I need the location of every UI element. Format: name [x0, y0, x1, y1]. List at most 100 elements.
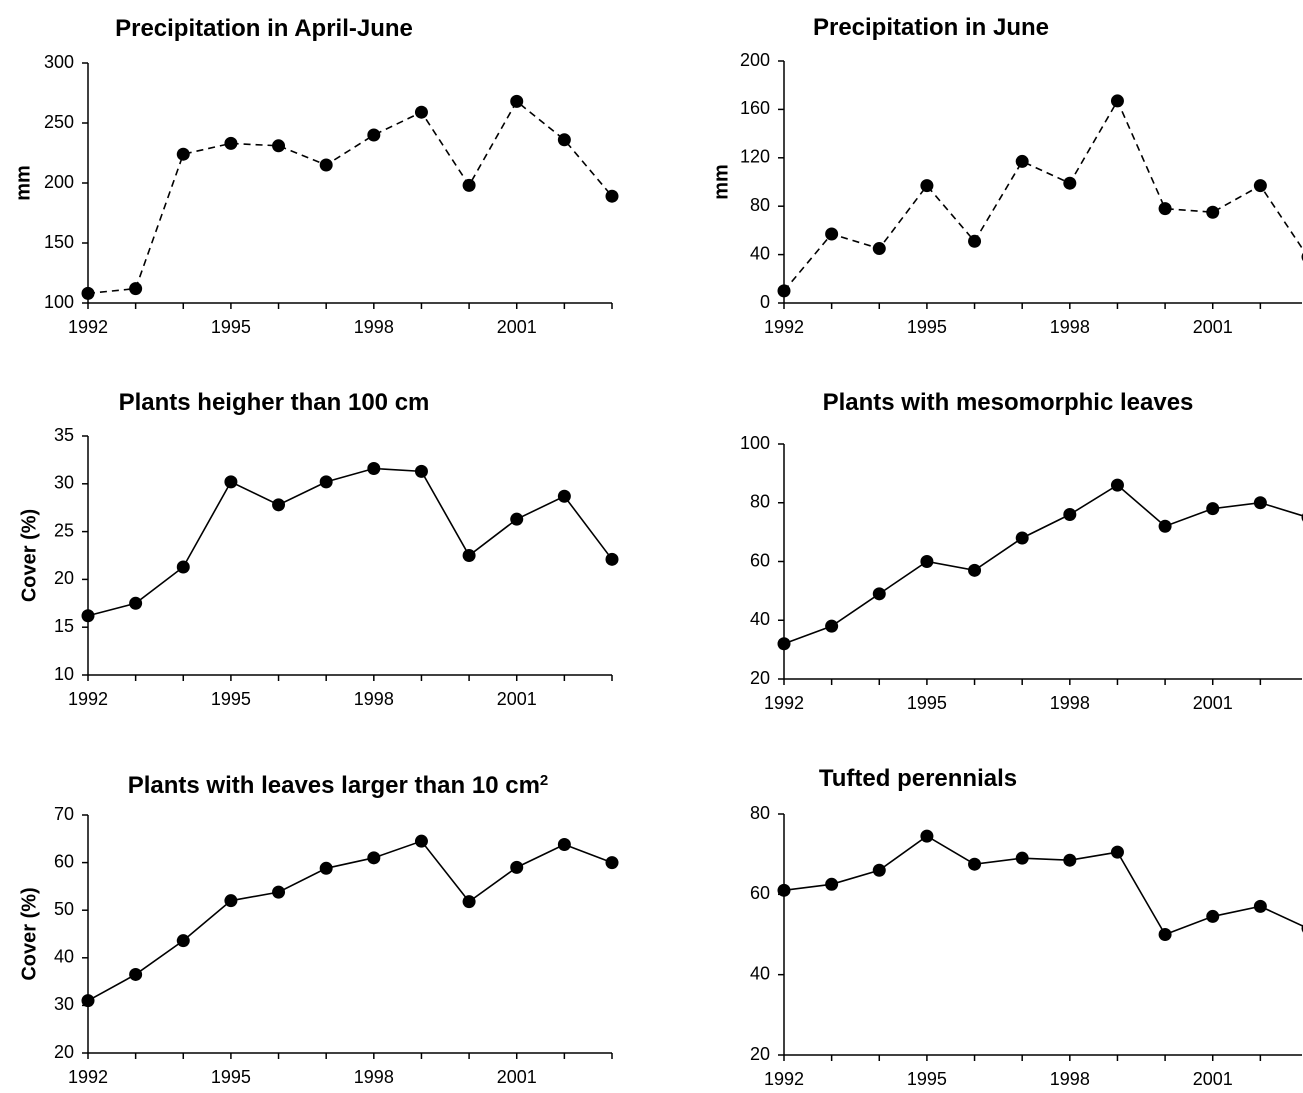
y-tick-label: 80 [750, 195, 770, 215]
x-tick-label: 1992 [764, 693, 804, 713]
chart-panel-2: Precipitation in June mm 0 40 80 120 160 200 199… [710, 14, 1303, 337]
data-point [176, 560, 190, 574]
chart-title: Precipitation in April-June [115, 15, 413, 42]
y-tick-label: 160 [740, 98, 770, 118]
series-line [87, 467, 613, 617]
data-point [777, 883, 791, 897]
y-tick-label: 30 [54, 994, 74, 1014]
data-point [777, 284, 791, 298]
y-tick-label: 120 [740, 147, 770, 167]
x-tick-label: 1995 [211, 689, 251, 709]
data-point [176, 147, 190, 161]
data-point [272, 498, 286, 512]
y-tick-label: 60 [54, 851, 74, 871]
x-tick-label: 1992 [764, 1069, 804, 1089]
y-tick-label: 50 [54, 899, 74, 919]
data-point [129, 596, 143, 610]
data-point [605, 856, 619, 870]
data-point [81, 286, 95, 300]
y-tick-label: 80 [750, 492, 770, 512]
data-point [1063, 853, 1077, 867]
chart-title: Tufted perennials [819, 765, 1017, 792]
series-line [783, 99, 1303, 292]
y-tick-label: 200 [740, 50, 770, 70]
y-tick-label: 40 [750, 963, 770, 983]
data-point [1206, 205, 1220, 219]
chart-panel-4: Plants with mesomorphic leaves 20 40 60 80 10… [740, 389, 1303, 713]
data-point [1253, 496, 1267, 510]
data-point [414, 464, 428, 478]
data-point [920, 829, 934, 843]
data-point [176, 934, 190, 948]
y-tick-label: 10 [54, 664, 74, 684]
data-point [557, 489, 571, 503]
data-point [224, 136, 238, 150]
data-point [605, 189, 619, 203]
data-point [1015, 154, 1029, 168]
y-tick-label: 35 [54, 425, 74, 445]
chart-title: Plants heigher than 100 cm [119, 389, 430, 416]
x-tick-label: 2001 [1193, 693, 1233, 713]
data-point [414, 105, 428, 119]
data-point [605, 552, 619, 566]
chart-title: Plants with mesomorphic leaves [823, 389, 1194, 416]
chart-title: Plants with leaves larger than 10 cm2 [128, 772, 549, 800]
y-tick-label: 100 [44, 292, 74, 312]
y-tick-label: 30 [54, 473, 74, 493]
data-point [825, 227, 839, 241]
y-tick-label: 70 [54, 804, 74, 824]
y-tick-label: 20 [54, 1042, 74, 1062]
data-point [224, 894, 238, 908]
data-point [319, 158, 333, 172]
x-tick-label: 2001 [497, 689, 537, 709]
y-axis-label: mm [710, 164, 732, 200]
y-tick-label: 250 [44, 112, 74, 132]
data-point [272, 139, 286, 153]
data-point [1158, 519, 1172, 533]
data-point [825, 877, 839, 891]
series-line [87, 840, 613, 1002]
data-point [1206, 502, 1220, 516]
data-point [872, 863, 886, 877]
x-tick-label: 1995 [211, 317, 251, 337]
x-tick-label: 1992 [68, 689, 108, 709]
chart-panel-6: Tufted perennials 20 40 60 80 1992 1995 1998 200… [750, 765, 1303, 1089]
chart-panel-1: Precipitation in April-June mm 100 150 200 25… [12, 15, 619, 337]
x-tick-label: 1998 [354, 317, 394, 337]
data-point [462, 549, 476, 562]
y-tick-label: 40 [54, 947, 74, 967]
data-point [510, 512, 524, 526]
data-point [1158, 928, 1172, 941]
x-tick-label: 1998 [1050, 317, 1090, 337]
data-point [825, 619, 839, 633]
y-tick-label: 150 [44, 232, 74, 252]
x-tick-label: 2001 [497, 317, 537, 337]
data-point [557, 838, 571, 852]
data-point [1063, 176, 1077, 190]
data-point [81, 994, 95, 1008]
x-tick-label: 1995 [907, 1069, 947, 1089]
data-point [367, 462, 381, 476]
data-point [1206, 909, 1220, 923]
x-tick-label: 1998 [354, 689, 394, 709]
y-axis-label: mm [12, 165, 34, 201]
y-tick-label: 20 [750, 1044, 770, 1064]
data-point [1110, 478, 1124, 492]
series-line [87, 100, 613, 295]
data-point [367, 128, 381, 142]
data-point [272, 885, 286, 899]
data-point [872, 242, 886, 256]
y-tick-label: 60 [750, 550, 770, 570]
data-point [224, 475, 238, 489]
data-point [319, 861, 333, 875]
data-point [81, 609, 95, 623]
x-tick-label: 1995 [907, 693, 947, 713]
series-line [783, 835, 1303, 936]
x-tick-label: 1992 [68, 1067, 108, 1087]
data-point [968, 563, 982, 577]
y-tick-label: 200 [44, 172, 74, 192]
data-point [1015, 531, 1029, 545]
y-tick-label: 25 [54, 520, 74, 540]
data-point [1110, 94, 1124, 108]
